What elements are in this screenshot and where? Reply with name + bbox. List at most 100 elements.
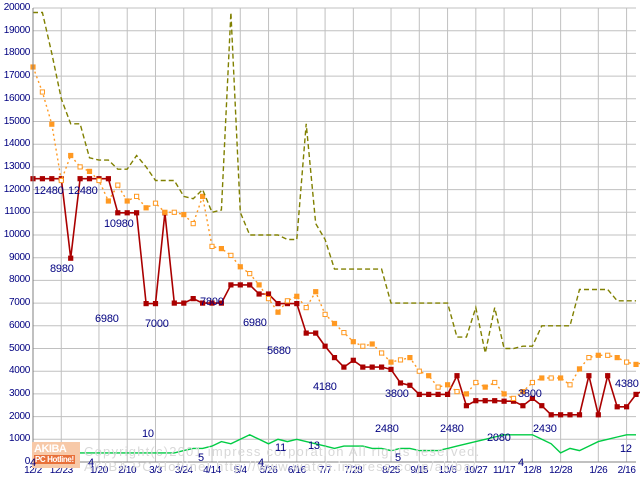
data-point-marker-average-price xyxy=(58,177,64,184)
point-value-label: 7800 xyxy=(200,296,224,308)
data-point-marker-lowest-price xyxy=(576,412,583,418)
data-point-marker-average-price xyxy=(209,243,215,250)
y-tick-label: 2000 xyxy=(8,410,30,422)
data-point-marker-lowest-price xyxy=(209,300,215,306)
point-value-label: 5 xyxy=(395,452,401,464)
y-tick-label: 12000 xyxy=(3,183,31,195)
point-value-label: 3800 xyxy=(385,388,409,400)
data-point-marker-average-price xyxy=(331,320,338,327)
data-point-marker-average-price xyxy=(435,384,441,390)
data-point-marker-lowest-price xyxy=(105,176,112,182)
data-point-marker-lowest-price xyxy=(313,330,319,336)
data-point-marker-average-price xyxy=(501,391,507,397)
data-point-marker-average-price xyxy=(558,375,564,381)
data-point-marker-lowest-price xyxy=(218,300,225,306)
data-point-marker-lowest-price xyxy=(341,364,347,370)
data-point-marker-average-price xyxy=(576,366,583,372)
data-point-marker-lowest-price xyxy=(633,391,639,397)
data-point-marker-lowest-price xyxy=(624,404,630,410)
data-point-marker-average-price xyxy=(190,221,196,227)
data-point-marker-lowest-price xyxy=(473,398,479,404)
data-point-marker-lowest-price xyxy=(171,300,177,306)
data-point-marker-lowest-price xyxy=(605,373,611,379)
data-point-marker-average-price xyxy=(586,355,592,361)
point-value-label: 6980 xyxy=(243,317,267,329)
point-value-label: 10 xyxy=(142,428,154,440)
data-point-marker-average-price xyxy=(294,293,300,299)
data-point-marker-average-price xyxy=(595,352,601,358)
data-point-marker-average-price xyxy=(510,395,517,401)
data-point-marker-average-price xyxy=(265,296,272,302)
data-point-marker-average-price xyxy=(303,305,309,311)
data-point-marker-lowest-price xyxy=(463,403,469,409)
x-tick-label: 12/23 xyxy=(49,465,73,476)
data-point-marker-lowest-price xyxy=(529,395,535,401)
data-point-marker-average-price xyxy=(134,193,140,200)
data-point-marker-average-price xyxy=(624,359,630,365)
data-point-marker-average-price xyxy=(473,379,479,386)
data-point-marker-average-price xyxy=(124,198,130,204)
y-tick-label: 4000 xyxy=(8,365,30,377)
x-tick-label: 3/3 xyxy=(149,465,162,476)
data-point-marker-lowest-price xyxy=(303,330,309,336)
y-tick-label: 15000 xyxy=(3,115,31,127)
data-point-marker-average-price xyxy=(86,168,93,175)
x-tick-label: 8/25 xyxy=(382,465,400,476)
data-point-marker-average-price xyxy=(39,89,45,95)
data-point-marker-average-price xyxy=(256,282,262,288)
point-value-label: 5 xyxy=(198,452,204,464)
series-path-shop-count xyxy=(33,434,636,454)
y-tick-label: 8000 xyxy=(8,274,30,286)
data-point-marker-average-price xyxy=(77,164,83,170)
data-point-marker-lowest-price xyxy=(181,300,187,306)
data-point-marker-average-price xyxy=(633,361,639,367)
y-tick-label: 6000 xyxy=(8,319,30,331)
data-point-marker-average-price xyxy=(200,193,206,200)
x-tick-label: 7/28 xyxy=(344,465,363,476)
x-tick-label: 12/28 xyxy=(549,465,573,476)
data-point-marker-average-price xyxy=(247,271,253,277)
data-point-marker-average-price xyxy=(284,298,290,304)
data-point-marker-average-price xyxy=(143,205,149,211)
y-tick-label: 18000 xyxy=(3,47,31,59)
y-tick-label: 3000 xyxy=(8,387,30,399)
point-value-label: 4180 xyxy=(313,381,337,393)
data-point-marker-lowest-price xyxy=(275,301,281,307)
data-point-marker-average-price xyxy=(379,350,385,356)
data-point-marker-average-price xyxy=(322,311,328,317)
y-tick-label: 20000 xyxy=(3,2,31,13)
y-tick-label: 7000 xyxy=(8,297,30,309)
data-point-marker-lowest-price xyxy=(237,282,243,288)
data-point-marker-average-price xyxy=(397,357,404,363)
watermark-line-2: AKIBA PC Hotline! http://www.watch.impre… xyxy=(84,459,477,474)
x-tick-label: 2/10 xyxy=(118,465,137,476)
data-point-marker-lowest-price xyxy=(86,176,93,182)
point-value-label: 7000 xyxy=(145,318,169,330)
logo-title: AKIBA xyxy=(34,443,67,455)
data-point-marker-lowest-price xyxy=(539,403,545,409)
y-tick-label: 16000 xyxy=(3,92,31,104)
data-point-marker-lowest-price xyxy=(548,412,554,418)
data-point-marker-lowest-price xyxy=(49,176,55,182)
y-tick-label: 1000 xyxy=(8,433,30,445)
data-point-marker-average-price xyxy=(218,246,225,252)
data-point-marker-average-price xyxy=(426,373,432,379)
x-tick-label: 4/14 xyxy=(203,465,221,476)
data-point-marker-lowest-price xyxy=(294,301,300,307)
x-tick-label: 10/6 xyxy=(438,465,457,476)
data-point-marker-lowest-price xyxy=(558,412,564,418)
data-point-marker-average-price xyxy=(115,182,121,188)
x-tick-label: 1/26 xyxy=(589,465,608,476)
point-value-label: 4 xyxy=(258,457,264,469)
data-point-marker-lowest-price xyxy=(228,282,234,288)
data-point-marker-average-price xyxy=(68,152,74,159)
data-point-marker-average-price xyxy=(105,198,112,204)
point-value-label: 12 xyxy=(620,443,632,455)
x-tick-label: 12/8 xyxy=(523,465,542,476)
x-tick-label: 12/2 xyxy=(24,465,42,476)
data-point-marker-average-price xyxy=(614,355,620,361)
data-point-marker-average-price xyxy=(463,391,469,397)
data-point-marker-average-price xyxy=(49,121,55,127)
